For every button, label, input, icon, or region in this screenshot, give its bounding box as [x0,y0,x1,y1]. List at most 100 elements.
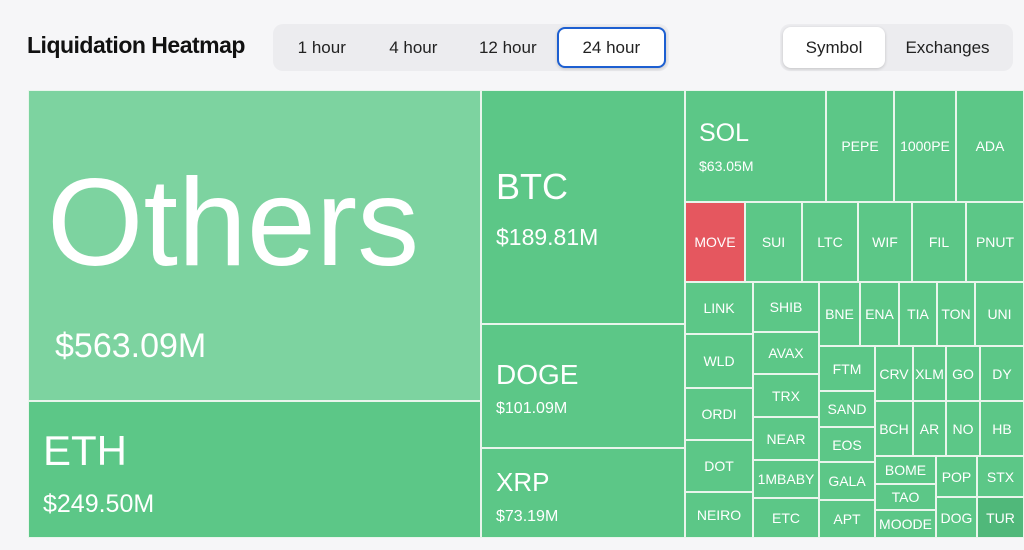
tile-symbol: DY [992,365,1012,382]
tile-symbol: GO [952,365,974,382]
view-toggle-exchanges[interactable]: Exchanges [905,37,990,57]
treemap-tile-tur[interactable]: TUR [977,497,1024,538]
tile-value: $563.09M [55,327,207,365]
tile-symbol: DOT [704,458,734,474]
tile-symbol: ADA [975,138,1005,154]
treemap-tile-tia[interactable]: TIA [899,282,937,346]
treemap-tile-pepe[interactable]: PEPE [826,90,894,202]
treemap-tile-ada[interactable]: ADA [956,90,1024,202]
treemap-tile-eth[interactable]: ETH $249.50M [28,401,481,538]
tile-symbol: 1000PE [900,138,950,154]
header: Liquidation Heatmap 1 hour 4 hour 12 hou… [0,0,1024,90]
treemap-tile-ftm[interactable]: FTM [819,346,875,391]
tile-symbol: NEAR [766,430,806,447]
tile-symbol: STX [986,468,1015,485]
treemap-tile-eos[interactable]: EOS [819,427,875,462]
treemap-tile-sol[interactable]: SOL $63.05M [685,90,826,202]
tile-symbol: PNUT [975,234,1015,250]
tile-value: $249.50M [43,490,155,518]
treemap-tile-dy[interactable]: DY [980,346,1024,401]
tile-symbol: MOVE [694,234,736,250]
treemap-tile-dot[interactable]: DOT [685,440,753,492]
tile-symbol: HB [992,420,1012,437]
tile-symbol: LINK [703,300,735,316]
tile-symbol: Others [47,154,420,292]
view-toggle-symbol[interactable]: Symbol [783,27,885,68]
treemap-tile-tao[interactable]: TAO [875,484,936,510]
tile-symbol: ETH [43,427,127,474]
tile-symbol: AVAX [768,345,804,361]
treemap-tile-others[interactable]: Others $563.09M [28,90,481,401]
treemap-tile-neiro[interactable]: NEIRO [685,492,753,538]
treemap-tile-etc[interactable]: ETC [753,498,819,538]
treemap-tile-apt[interactable]: APT [819,500,875,538]
treemap-tile-sand[interactable]: SAND [819,391,875,427]
treemap-tile-1mbaby[interactable]: 1MBABY [753,460,819,498]
tile-symbol: CRV [879,365,909,382]
treemap-tile-stx[interactable]: STX [977,456,1024,497]
tile-symbol: FIL [928,234,950,250]
treemap-tile-ordi[interactable]: ORDI [685,388,753,440]
tile-symbol: DOGE [496,359,579,390]
tile-symbol: ETC [772,510,800,526]
treemap-tile-xrp[interactable]: XRP $73.19M [481,448,685,538]
treemap-tile-dog[interactable]: DOG [936,497,977,538]
treemap-tile-ar[interactable]: AR [913,401,946,456]
tile-symbol: NEIRO [696,507,742,523]
tile-value: $189.81M [496,224,599,250]
time-filter-1-hour[interactable]: 1 hour [297,37,346,57]
treemap-tile-no[interactable]: NO [946,401,980,456]
treemap-tile-crv[interactable]: CRV [875,346,913,401]
treemap-tile-doge[interactable]: DOGE $101.09M [481,324,685,448]
treemap-tile-shib[interactable]: SHIB [753,282,819,332]
tile-value: $101.09M [496,400,568,417]
treemap-tile-near[interactable]: NEAR [753,417,819,460]
treemap-tile-bne[interactable]: BNE [819,282,860,346]
treemap-tile-link[interactable]: LINK [685,282,753,334]
tile-symbol: SUI [761,234,786,250]
tile-symbol: TAO [891,489,920,505]
treemap-tile-go[interactable]: GO [946,346,980,401]
treemap-tile-xlm[interactable]: XLM [913,346,946,401]
treemap-tile-avax[interactable]: AVAX [753,332,819,374]
treemap-tile-wld[interactable]: WLD [685,334,753,388]
treemap-tile-moode[interactable]: MOODE [875,510,936,538]
treemap-tile-hb[interactable]: HB [980,401,1024,456]
tile-value: $73.19M [496,508,559,525]
treemap-tile-pop[interactable]: POP [936,456,977,497]
view-toggle-group: Symbol Exchanges [780,24,1013,71]
treemap-tile-bch[interactable]: BCH [875,401,913,456]
tile-symbol: LTC [817,234,843,250]
time-filter-24-hour[interactable]: 24 hour [556,27,667,68]
treemap-tile-gala[interactable]: GALA [819,462,875,500]
treemap-tile-move[interactable]: MOVE [685,202,745,282]
treemap-tile-wif[interactable]: WIF [858,202,912,282]
tile-symbol: SAND [827,401,867,417]
tile-symbol: ORDI [701,406,737,422]
treemap-tile-1000pe[interactable]: 1000PE [894,90,956,202]
treemap-tile-ltc[interactable]: LTC [802,202,858,282]
tile-symbol: XRP [496,467,550,497]
tile-symbol: GALA [828,473,866,489]
tile-symbol: UNI [987,306,1012,322]
time-filter-12-hour[interactable]: 12 hour [478,37,537,57]
treemap-tile-fil[interactable]: FIL [912,202,966,282]
treemap-tile-bome[interactable]: BOME [875,456,936,484]
tile-symbol: MOODE [879,516,932,532]
tile-symbol: AR [919,420,940,437]
tile-symbol: FTM [832,360,862,377]
tile-symbol: APT [833,511,861,527]
treemap-tile-uni[interactable]: UNI [975,282,1024,346]
liquidation-treemap: Others $563.09M ETH $249.50M BTC $189.81M DOGE… [28,90,1024,538]
tile-symbol: SHIB [769,299,803,315]
treemap-tile-btc[interactable]: BTC $189.81M [481,90,685,324]
treemap-tile-trx[interactable]: TRX [753,374,819,417]
treemap-tile-ton[interactable]: TON [937,282,975,346]
treemap-tile-sui[interactable]: SUI [745,202,802,282]
treemap-tile-pnut[interactable]: PNUT [966,202,1024,282]
tile-symbol: PEPE [841,138,879,154]
treemap-tile-ena[interactable]: ENA [860,282,899,346]
tile-symbol: NO [952,420,974,437]
tile-symbol: TUR [986,509,1015,526]
time-filter-4-hour[interactable]: 4 hour [389,37,438,57]
